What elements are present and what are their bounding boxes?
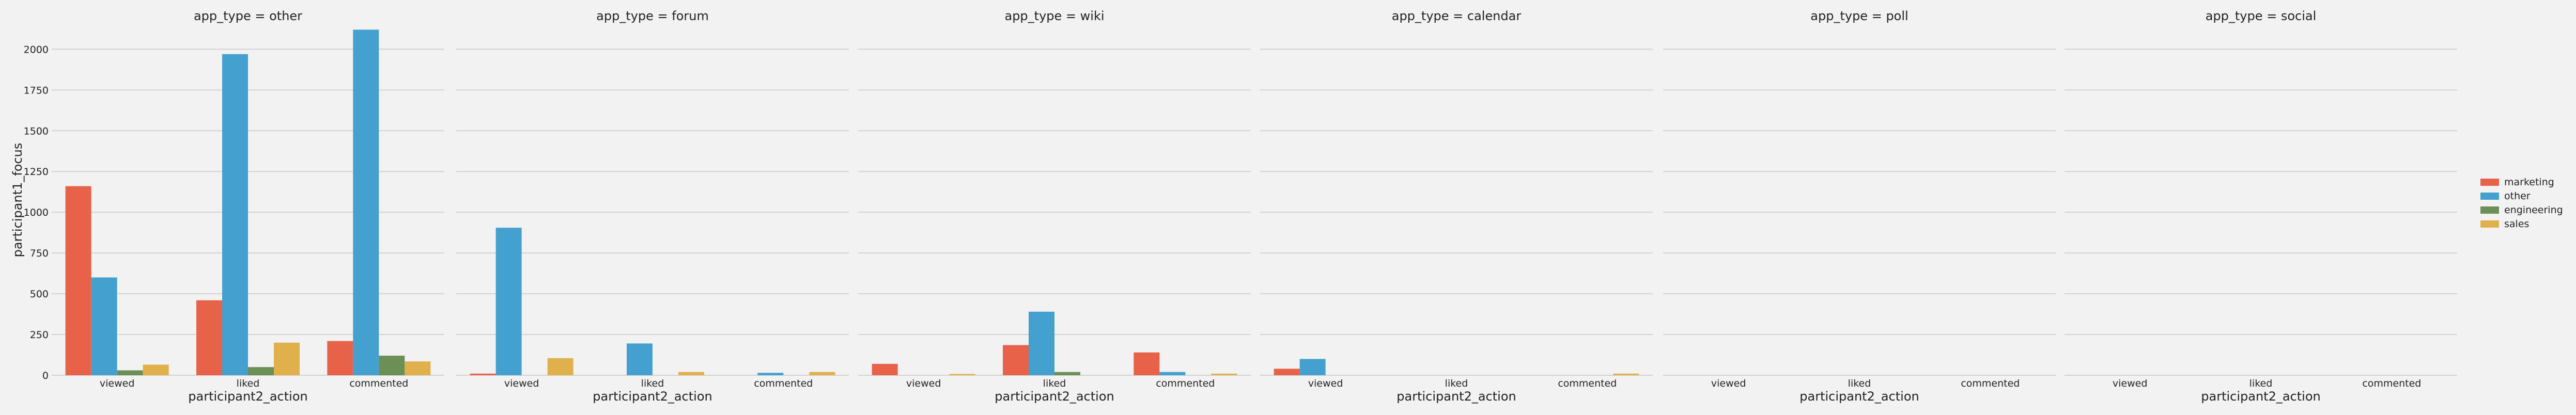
- x-tick-label: commented: [1961, 378, 2020, 389]
- x-axis-label: participant2_action: [188, 389, 307, 404]
- x-axis-label: participant2_action: [995, 389, 1114, 404]
- y-tick-label: 500: [30, 289, 49, 300]
- bar-sales: [1211, 373, 1237, 375]
- y-tick-label: 250: [30, 329, 49, 341]
- y-tick-label: 1000: [24, 207, 49, 218]
- bar-sales: [143, 364, 169, 375]
- x-tick-label: commented: [1156, 378, 1215, 389]
- x-tick-label: viewed: [2113, 378, 2148, 389]
- bar-sales: [547, 358, 573, 375]
- x-tick-label: commented: [2362, 378, 2421, 389]
- x-tick-label: viewed: [1308, 378, 1343, 389]
- bar-other: [91, 277, 117, 375]
- bar-engineering: [117, 370, 143, 375]
- bar-marketing: [327, 341, 353, 375]
- bar-sales: [809, 372, 835, 375]
- bar-marketing: [1134, 352, 1160, 375]
- x-tick-label: liked: [237, 378, 260, 389]
- x-axis-label: participant2_action: [593, 389, 712, 404]
- bar-engineering: [379, 356, 405, 375]
- bar-sales: [949, 374, 975, 375]
- bar-other: [495, 228, 522, 375]
- facet-title: app_type = calendar: [1392, 9, 1522, 23]
- x-axis-label: participant2_action: [1396, 389, 1516, 404]
- legend-swatch-marketing: [2480, 179, 2499, 186]
- x-tick-label: viewed: [504, 378, 539, 389]
- legend-label-other: other: [2504, 190, 2531, 202]
- bar-engineering: [1054, 372, 1080, 375]
- bar-marketing: [1274, 369, 1300, 375]
- bar-marketing: [872, 363, 898, 375]
- bar-marketing: [65, 186, 91, 375]
- x-tick-label: liked: [1043, 378, 1066, 389]
- facet-title: app_type = social: [2206, 9, 2317, 23]
- bar-other: [627, 343, 653, 375]
- legend-label-sales: sales: [2504, 218, 2529, 230]
- y-tick-label: 1750: [24, 85, 49, 96]
- bar-other: [1159, 372, 1186, 375]
- x-tick-label: liked: [1848, 378, 1871, 389]
- bar-sales: [274, 342, 300, 375]
- x-axis-label: participant2_action: [2201, 389, 2320, 404]
- bar-other: [757, 373, 784, 375]
- x-tick-label: commented: [349, 378, 408, 389]
- bar-other: [353, 29, 379, 375]
- y-tick-label: 1250: [24, 166, 49, 178]
- x-tick-label: viewed: [1711, 378, 1746, 389]
- x-tick-label: commented: [1558, 378, 1617, 389]
- bar-other: [1299, 359, 1326, 375]
- bar-engineering: [248, 367, 274, 375]
- facet-title: app_type = other: [194, 9, 302, 23]
- facet-title: app_type = forum: [596, 9, 709, 23]
- legend-swatch-sales: [2480, 220, 2499, 228]
- x-axis-label: participant2_action: [1799, 389, 1919, 404]
- y-axis-label: participant1_focus: [10, 143, 25, 258]
- facet-title: app_type = poll: [1810, 9, 1908, 23]
- legend-label-engineering: engineering: [2504, 204, 2563, 216]
- y-tick-label: 2000: [24, 44, 49, 55]
- bar-sales: [678, 372, 704, 375]
- y-tick-label: 1500: [24, 125, 49, 137]
- bar-marketing: [470, 373, 496, 375]
- x-tick-label: liked: [2249, 378, 2273, 389]
- x-tick-label: commented: [754, 378, 813, 389]
- bar-other: [222, 54, 248, 376]
- bar-marketing: [1003, 345, 1029, 375]
- y-tick-label: 750: [30, 248, 49, 259]
- x-tick-label: viewed: [906, 378, 941, 389]
- y-tick-label: 0: [42, 370, 49, 381]
- facet-title: app_type = wiki: [1004, 9, 1104, 23]
- x-tick-label: viewed: [100, 378, 135, 389]
- x-tick-label: liked: [641, 378, 664, 389]
- bar-other: [1029, 311, 1054, 375]
- x-tick-label: liked: [1445, 378, 1468, 389]
- bar-sales: [405, 361, 431, 375]
- legend-swatch-other: [2480, 193, 2499, 200]
- bar-sales: [1613, 373, 1639, 375]
- legend-label-marketing: marketing: [2504, 177, 2554, 188]
- bar-marketing: [196, 300, 222, 375]
- legend-swatch-engineering: [2480, 206, 2499, 214]
